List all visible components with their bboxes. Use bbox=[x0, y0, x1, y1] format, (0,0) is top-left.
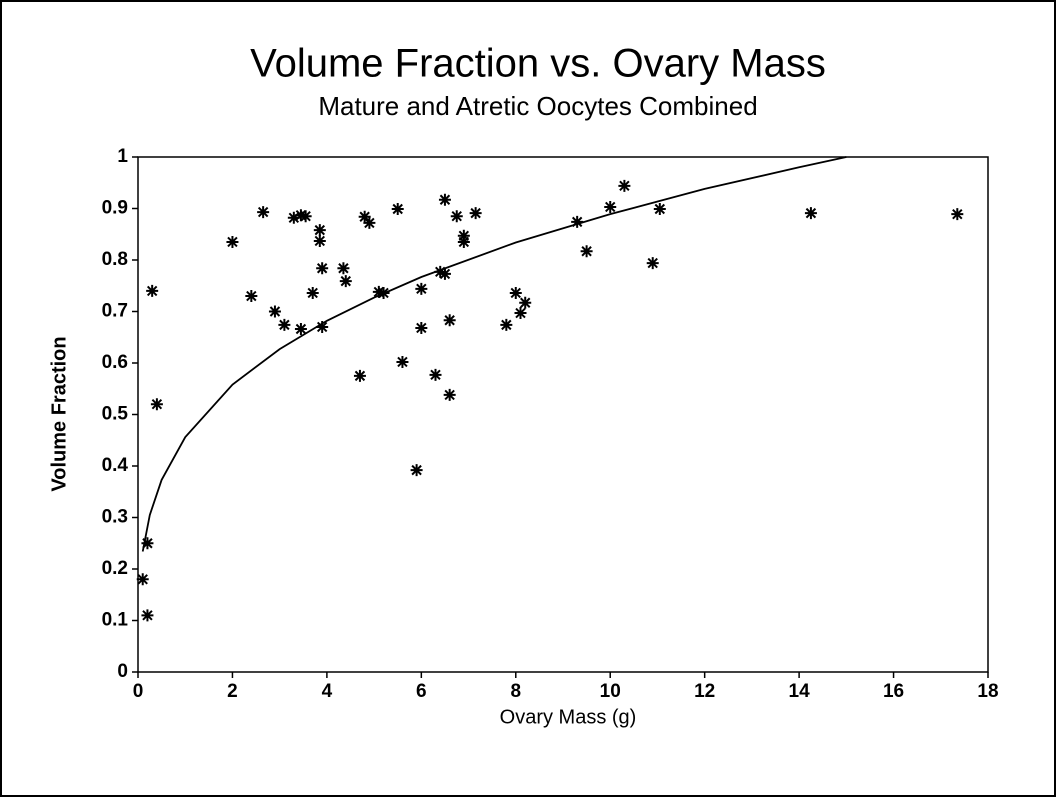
point bbox=[150, 398, 163, 411]
chart-title: Volume Fraction vs. Ovary Mass bbox=[250, 42, 826, 86]
point bbox=[313, 224, 326, 237]
point bbox=[514, 307, 527, 320]
point bbox=[457, 235, 470, 248]
point bbox=[443, 314, 456, 327]
x-tick-label: 4 bbox=[322, 681, 333, 702]
point bbox=[429, 368, 442, 381]
point bbox=[287, 211, 300, 224]
x-axis-label: Ovary Mass (g) bbox=[500, 706, 637, 728]
point bbox=[226, 235, 239, 248]
point bbox=[391, 203, 404, 216]
point bbox=[358, 210, 371, 223]
point bbox=[434, 265, 447, 278]
point bbox=[646, 257, 659, 270]
point bbox=[469, 207, 482, 220]
chart-subtitle: Mature and Atretic Oocytes Combined bbox=[318, 91, 757, 121]
fit-curve bbox=[141, 156, 847, 552]
point bbox=[377, 286, 390, 299]
point bbox=[438, 193, 451, 206]
x-tick-label: 8 bbox=[510, 681, 521, 702]
y-tick-label: 0.9 bbox=[102, 198, 128, 219]
point bbox=[410, 464, 423, 477]
point bbox=[146, 284, 159, 297]
point bbox=[141, 609, 154, 622]
point bbox=[353, 369, 366, 382]
plot-area bbox=[137, 156, 989, 673]
y-tick-label: 1 bbox=[117, 146, 128, 167]
point bbox=[580, 245, 593, 258]
point bbox=[245, 290, 258, 303]
point bbox=[438, 267, 451, 280]
point bbox=[951, 208, 964, 221]
x-tick-label: 2 bbox=[227, 681, 238, 702]
point bbox=[804, 207, 817, 220]
point bbox=[257, 206, 270, 219]
y-axis-label: Volume Fraction bbox=[48, 336, 70, 491]
x-tick-label: 6 bbox=[416, 681, 427, 702]
point bbox=[457, 229, 470, 242]
x-tick-label: 10 bbox=[600, 681, 621, 702]
x-tick-label: 12 bbox=[694, 681, 715, 702]
point bbox=[306, 286, 319, 299]
point bbox=[571, 215, 584, 228]
point bbox=[618, 179, 631, 192]
point bbox=[604, 200, 617, 213]
x-tick-label: 0 bbox=[133, 681, 144, 702]
x-tick-label: 14 bbox=[789, 681, 811, 702]
point bbox=[299, 210, 312, 223]
point bbox=[653, 203, 666, 216]
point bbox=[278, 318, 291, 331]
point bbox=[509, 286, 522, 299]
point bbox=[339, 275, 352, 288]
y-tick-label: 0.6 bbox=[102, 352, 128, 373]
point bbox=[316, 262, 329, 275]
y-tick-label: 0.3 bbox=[102, 507, 128, 528]
point bbox=[415, 282, 428, 295]
x-tick-label: 16 bbox=[883, 681, 904, 702]
y-tick-label: 0.5 bbox=[102, 404, 129, 425]
point bbox=[519, 296, 532, 309]
y-tick-label: 0 bbox=[117, 661, 128, 682]
point bbox=[500, 318, 513, 331]
y-tick-label: 0.1 bbox=[102, 610, 129, 631]
point bbox=[294, 209, 307, 222]
point bbox=[450, 210, 463, 223]
y-tick-label: 0.4 bbox=[102, 455, 129, 476]
point bbox=[372, 285, 385, 298]
point bbox=[313, 234, 326, 247]
point bbox=[415, 321, 428, 334]
point bbox=[141, 537, 154, 550]
point bbox=[396, 355, 409, 368]
y-tick-label: 0.7 bbox=[102, 301, 128, 322]
point bbox=[316, 320, 329, 333]
point bbox=[337, 262, 350, 275]
y-tick-label: 0.2 bbox=[102, 558, 128, 579]
point bbox=[363, 216, 376, 229]
point bbox=[294, 323, 307, 336]
x-tick-label: 18 bbox=[977, 681, 998, 702]
point bbox=[136, 573, 149, 586]
point bbox=[443, 388, 456, 401]
y-tick-label: 0.8 bbox=[102, 249, 128, 270]
point bbox=[268, 305, 281, 318]
